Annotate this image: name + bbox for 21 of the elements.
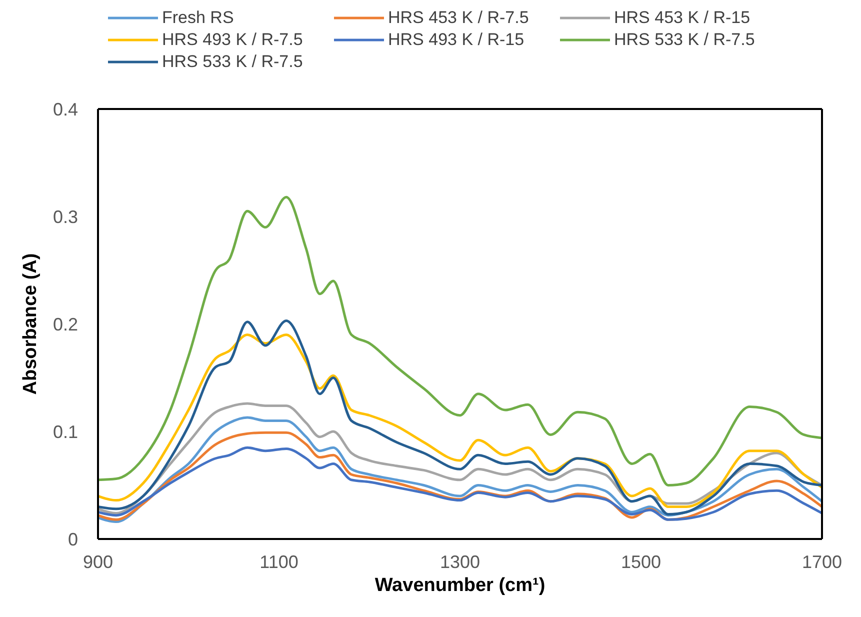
legend-label: HRS 533 K / R-7.5 [162,52,303,72]
y-tick-label: 0.4 [52,99,78,120]
x-axis-title: Wavenumber (cm¹) [374,575,546,596]
legend-label: HRS 453 K / R-7.5 [388,8,529,28]
x-tick-label: 1700 [802,552,842,572]
x-tick-label: 1300 [440,552,480,572]
y-axis-title: Absorbance (A) [20,253,41,395]
x-tick-label: 1100 [260,552,298,572]
legend-label: Fresh RS [162,8,234,28]
y-tick-label: 0 [68,529,78,550]
y-tick-label: 0.2 [52,314,78,334]
legend-label: HRS 453 K / R-15 [614,8,750,28]
line-series [98,446,822,521]
y-tick-label: 0.1 [52,422,78,442]
line-series [98,196,822,486]
x-tick-label: 900 [82,552,114,572]
x-tick-label: 1500 [620,552,662,572]
legend-label: HRS 493 K / R-7.5 [162,30,303,50]
legend-label: HRS 493 K / R-15 [388,30,524,50]
y-tick-label: 0.3 [52,206,78,227]
legend-label: HRS 533 K / R-7.5 [614,30,755,50]
